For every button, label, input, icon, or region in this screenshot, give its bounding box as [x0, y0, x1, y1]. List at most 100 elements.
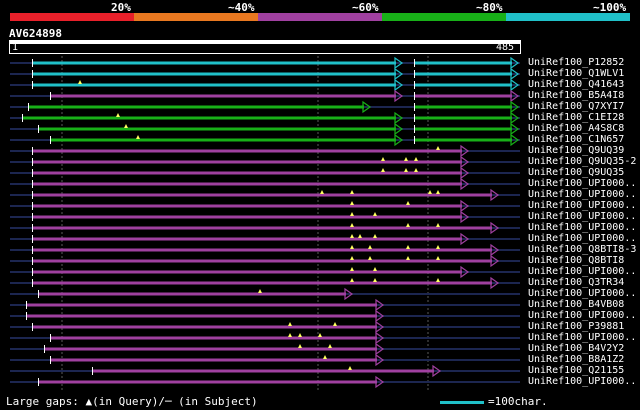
hit-segment: [414, 72, 512, 76]
hit-segment: [414, 83, 512, 87]
hit-label[interactable]: UniRef100_UPI000..: [528, 189, 637, 200]
hit-end-arrow: [510, 122, 520, 136]
hit-label[interactable]: UniRef100_UPI000..: [528, 211, 637, 222]
hit-segment: [50, 336, 377, 340]
query-gap-marker: [373, 267, 377, 271]
query-gap-marker: [350, 190, 354, 194]
hit-label[interactable]: UniRef100_A4S8C8: [528, 123, 625, 134]
hit-label[interactable]: UniRef100_Q8BTI8: [528, 255, 625, 266]
query-gap-marker: [348, 366, 352, 370]
hit-start-tick: [38, 290, 39, 298]
query-gap-marker: [404, 157, 408, 161]
hit-segment: [38, 127, 396, 131]
hit-end-arrow: [375, 309, 385, 323]
hit-label[interactable]: UniRef100_Q9UQ39: [528, 145, 625, 156]
hit-segment: [92, 369, 434, 373]
hit-segment: [32, 204, 462, 208]
hit-label[interactable]: UniRef100_B8A1Z2: [528, 354, 625, 365]
hit-end-arrow: [375, 353, 385, 367]
hit-end-arrow: [394, 122, 404, 136]
hit-start-tick: [32, 147, 33, 155]
hit-segment: [32, 281, 492, 285]
hit-label[interactable]: UniRef100_Q8BTI8-3: [528, 244, 637, 255]
hit-segment: [414, 116, 512, 120]
ruler-end-label: 485: [496, 42, 515, 53]
query-gap-marker: [406, 256, 410, 260]
legend-label: ~60%: [352, 1, 379, 14]
hit-segment: [44, 347, 377, 351]
query-gap-marker: [436, 223, 440, 227]
hit-end-arrow: [510, 67, 520, 81]
hit-segment: [414, 61, 512, 65]
scale-bar: [440, 401, 484, 404]
scale-label: =100char.: [488, 395, 548, 408]
hit-label[interactable]: UniRef100_Q9UQ35-2: [528, 156, 637, 167]
query-ruler: [9, 40, 521, 54]
hit-segment: [32, 149, 462, 153]
hit-start-tick: [32, 70, 33, 78]
hit-label[interactable]: UniRef100_Q7XYI7: [528, 101, 625, 112]
hit-label[interactable]: UniRef100_Q21155: [528, 365, 625, 376]
hit-segment: [32, 160, 462, 164]
hit-label[interactable]: UniRef100_UPI000..: [528, 222, 637, 233]
hit-start-tick: [50, 136, 51, 144]
query-gap-marker: [381, 157, 385, 161]
hit-start-tick: [32, 323, 33, 331]
hit-label[interactable]: UniRef100_B5A4I8: [528, 90, 625, 101]
hit-label[interactable]: UniRef100_C1EI28: [528, 112, 625, 123]
hit-start-tick: [38, 125, 39, 133]
hit-start-tick: [32, 169, 33, 177]
hit-label[interactable]: UniRef100_C1N657: [528, 134, 625, 145]
query-gap-marker: [368, 245, 372, 249]
hit-label[interactable]: UniRef100_UPI000..: [528, 310, 637, 321]
hit-label[interactable]: UniRef100_Q41643: [528, 79, 625, 90]
hit-segment: [414, 94, 512, 98]
query-gap-marker: [373, 234, 377, 238]
hit-segment: [32, 171, 462, 175]
hit-segment: [32, 237, 462, 241]
hit-label[interactable]: UniRef100_UPI000..: [528, 332, 637, 343]
query-gap-marker: [404, 168, 408, 172]
query-gap-marker: [350, 234, 354, 238]
hit-label[interactable]: UniRef100_UPI000..: [528, 200, 637, 211]
hit-end-arrow: [432, 364, 442, 378]
hit-segment: [32, 226, 492, 230]
query-gap-marker: [436, 256, 440, 260]
query-gap-marker: [350, 267, 354, 271]
query-gap-marker: [258, 289, 262, 293]
hit-start-tick: [32, 235, 33, 243]
hit-label[interactable]: UniRef100_UPI000..: [528, 178, 637, 189]
hit-label[interactable]: UniRef100_UPI000..: [528, 288, 637, 299]
query-gap-marker: [124, 124, 128, 128]
hit-label[interactable]: UniRef100_UPI000..: [528, 266, 637, 277]
hit-label[interactable]: UniRef100_P39881: [528, 321, 625, 332]
hit-label[interactable]: UniRef100_Q9UQ35: [528, 167, 625, 178]
hit-label[interactable]: UniRef100_B4V2Y2: [528, 343, 625, 354]
hit-label[interactable]: UniRef100_UPI000..: [528, 233, 637, 244]
hit-end-arrow: [460, 199, 470, 213]
hit-start-tick: [32, 268, 33, 276]
hit-segment: [32, 61, 396, 65]
hit-label[interactable]: UniRef100_B4VB08: [528, 299, 625, 310]
legend-label: ~100%: [593, 1, 627, 14]
hit-label[interactable]: UniRef100_Q1WLV1: [528, 68, 625, 79]
legend-band: [134, 13, 258, 21]
hit-segment: [22, 116, 396, 120]
query-gap-marker: [414, 168, 418, 172]
hit-label[interactable]: UniRef100_P12852: [528, 57, 625, 68]
hit-label[interactable]: UniRef100_UPI000..: [528, 376, 637, 387]
hit-segment: [28, 105, 364, 109]
query-gap-marker: [368, 256, 372, 260]
hit-end-arrow: [510, 100, 520, 114]
hit-segment: [26, 303, 377, 307]
query-gap-marker: [436, 190, 440, 194]
hit-end-arrow: [344, 287, 354, 301]
hit-start-tick: [50, 92, 51, 100]
hit-end-arrow: [394, 89, 404, 103]
legend-band: [382, 13, 506, 21]
hit-label[interactable]: UniRef100_Q3TR34: [528, 277, 625, 288]
hit-segment: [32, 182, 462, 186]
query-gap-marker: [78, 80, 82, 84]
query-name: AV624898: [9, 27, 62, 40]
gap-legend: Large gaps: ▲(in Query)/─ (in Subject): [6, 395, 258, 408]
